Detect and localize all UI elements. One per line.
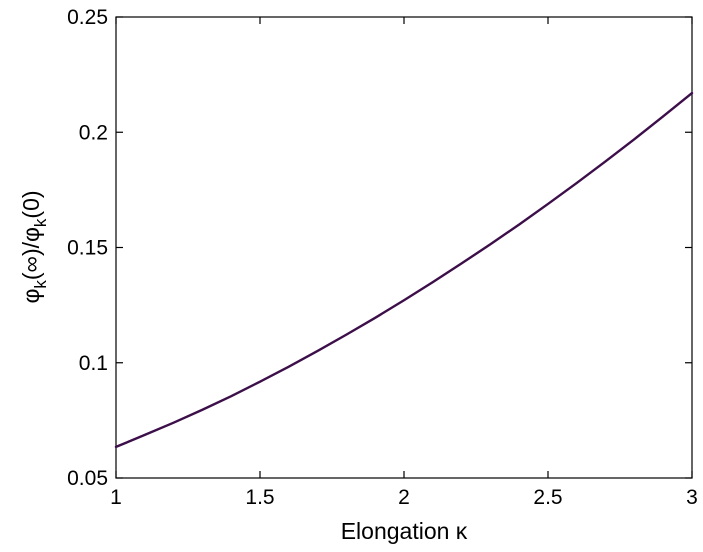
- x-tick-label: 2: [398, 486, 410, 509]
- y-tick-label: 0.05: [67, 467, 108, 490]
- y-axis-label-infinity: (∞)/: [18, 241, 44, 280]
- y-axis-label-subscript-k: k: [31, 218, 50, 227]
- axis-tick-labels: 1 1.5 2 2.5 3 0.05 0.1 0.15 0.2 0.25: [67, 6, 698, 509]
- x-tick-label: 3: [686, 486, 698, 509]
- y-axis-label-phi: φ: [18, 289, 44, 304]
- y-tick-label: 0.25: [67, 6, 108, 29]
- y-axis-label-zero: (0): [18, 190, 44, 218]
- axis-ticks: [115, 16, 693, 479]
- x-tick-label: 1: [110, 486, 122, 509]
- y-axis-label-subscript-k: k: [31, 280, 50, 289]
- x-tick-label: 2.5: [533, 486, 562, 509]
- y-axis-label: φk(∞)/φk(0): [18, 190, 50, 303]
- y-tick-label: 0.1: [79, 352, 108, 375]
- y-tick-label: 0.15: [67, 237, 108, 260]
- x-tick-label: 1.5: [245, 486, 274, 509]
- plot-area: [115, 16, 693, 479]
- x-axis-label: Elongation κ: [341, 518, 468, 544]
- series-line: [114, 91, 694, 449]
- y-tick-label: 0.2: [79, 121, 108, 144]
- y-axis-label-phi: φ: [18, 227, 44, 242]
